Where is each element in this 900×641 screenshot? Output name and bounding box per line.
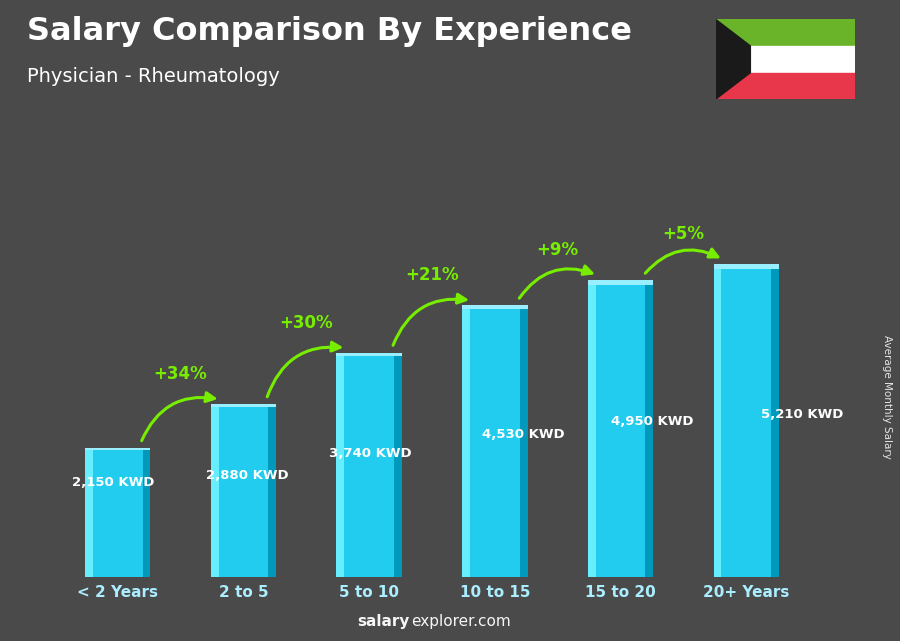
Bar	[337, 353, 401, 577]
Text: +21%: +21%	[405, 266, 459, 284]
Text: 4,950 KWD: 4,950 KWD	[610, 415, 693, 428]
Bar	[85, 448, 150, 577]
Bar	[588, 280, 653, 285]
Text: +9%: +9%	[536, 241, 579, 259]
Text: 2,880 KWD: 2,880 KWD	[206, 469, 288, 482]
Bar	[211, 404, 219, 577]
Bar	[519, 305, 527, 577]
Text: 3,740 KWD: 3,740 KWD	[328, 447, 411, 460]
Bar	[394, 353, 401, 577]
Bar	[463, 305, 470, 577]
Text: explorer.com: explorer.com	[411, 615, 511, 629]
Bar	[771, 265, 779, 577]
Text: 4,530 KWD: 4,530 KWD	[482, 428, 565, 441]
Bar	[337, 353, 401, 356]
Text: salary: salary	[357, 615, 410, 629]
Bar	[211, 404, 276, 577]
Text: +30%: +30%	[280, 313, 333, 331]
Bar	[268, 404, 276, 577]
Bar	[463, 305, 527, 577]
Bar	[142, 448, 150, 577]
Bar	[716, 72, 855, 99]
Text: Average Monthly Salary: Average Monthly Salary	[881, 335, 892, 460]
Text: Physician - Rheumatology: Physician - Rheumatology	[27, 67, 280, 87]
Text: 5,210 KWD: 5,210 KWD	[761, 408, 843, 420]
Bar	[211, 404, 276, 407]
Bar	[714, 265, 779, 269]
Bar	[588, 280, 596, 577]
Bar	[716, 19, 855, 46]
Bar	[714, 265, 722, 577]
Polygon shape	[716, 19, 751, 99]
Bar	[645, 280, 653, 577]
Bar	[588, 280, 653, 577]
Text: +34%: +34%	[154, 365, 207, 383]
Text: +5%: +5%	[662, 226, 705, 244]
Bar	[337, 353, 345, 577]
Text: Salary Comparison By Experience: Salary Comparison By Experience	[27, 16, 632, 47]
Bar	[85, 448, 93, 577]
Bar	[714, 265, 779, 577]
Text: 2,150 KWD: 2,150 KWD	[73, 476, 155, 489]
Bar	[463, 305, 527, 310]
Bar	[85, 448, 150, 450]
Bar	[716, 46, 855, 72]
